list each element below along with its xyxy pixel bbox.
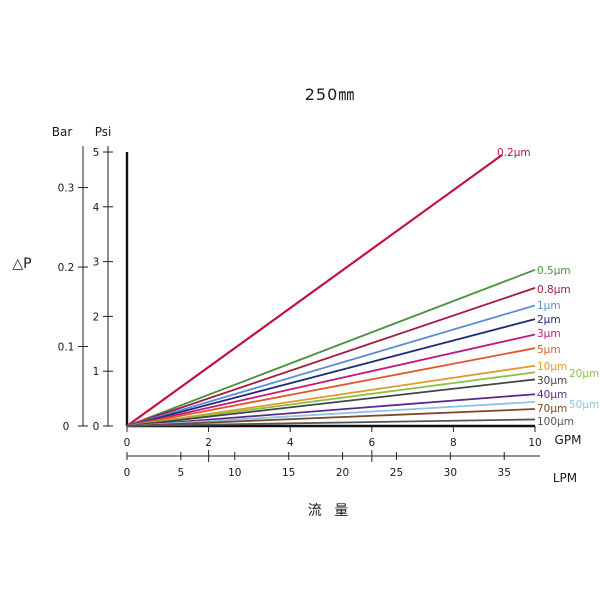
series-line <box>126 333 536 427</box>
series-label: 0.5μm <box>537 265 571 277</box>
gpm-axis-label: GPM <box>555 433 582 447</box>
lpm-tick-label: 20 <box>336 467 349 479</box>
series-line <box>126 153 504 427</box>
lpm-tick-label: 35 <box>498 467 511 479</box>
psi-axis-label: Psi <box>95 125 112 139</box>
series-line <box>126 268 536 427</box>
bar-axis-label: Bar <box>52 125 73 139</box>
gpm-tick-label: 8 <box>450 437 457 449</box>
series-label: 50μm <box>569 399 599 411</box>
x-axis-label: 流 量 <box>308 503 352 519</box>
series-label: 100μm <box>537 416 574 428</box>
psi-tick-label: 4 <box>93 202 100 214</box>
lpm-tick-label: 10 <box>228 467 241 479</box>
series-line <box>126 371 536 427</box>
series-label: 40μm <box>537 389 567 401</box>
series-line <box>126 393 536 427</box>
psi-tick-label: 0 <box>93 421 100 433</box>
psi-tick-label: 1 <box>93 366 100 378</box>
lpm-tick-label: 25 <box>390 467 403 479</box>
series-label: 20μm <box>569 368 599 380</box>
series-line <box>126 418 536 427</box>
psi-tick-label: 2 <box>93 311 100 323</box>
bar-tick-label: 0 <box>63 421 70 433</box>
series-line <box>126 408 536 427</box>
y-axis-label: △P <box>12 256 31 272</box>
bar-tick-label: 0.3 <box>58 183 75 195</box>
gpm-tick-label: 0 <box>124 437 131 449</box>
bar-tick-label: 0.2 <box>58 262 75 274</box>
series-line <box>126 378 536 427</box>
series-label: 30μm <box>537 375 567 387</box>
series-label: 70μm <box>537 403 567 415</box>
series-line <box>126 347 536 427</box>
series-line <box>126 400 536 427</box>
series-label: 10μm <box>537 361 567 373</box>
series-line <box>126 364 536 427</box>
series-label: 3μm <box>537 328 561 340</box>
chart-title: 250㎜ <box>305 85 356 104</box>
lpm-tick-label: 15 <box>282 467 295 479</box>
psi-tick-label: 3 <box>93 257 100 269</box>
series-label: 0.8μm <box>537 284 571 296</box>
gpm-tick-label: 10 <box>528 437 541 449</box>
series-label: 1μm <box>537 300 561 312</box>
lpm-tick-label: 5 <box>178 467 185 479</box>
series-label: 0.2μm <box>497 147 531 159</box>
series-line <box>126 304 536 427</box>
lpm-tick-label: 0 <box>124 467 131 479</box>
series-label: 5μm <box>537 344 561 356</box>
gpm-tick-label: 6 <box>368 437 375 449</box>
series-label: 2μm <box>537 314 561 326</box>
series-group <box>126 153 536 427</box>
series-line <box>126 287 536 427</box>
lpm-axis-label: LPM <box>553 471 577 485</box>
psi-tick-label: 5 <box>93 147 100 159</box>
lpm-tick-label: 30 <box>444 467 457 479</box>
series-line <box>126 318 536 427</box>
gpm-tick-label: 4 <box>287 437 294 449</box>
bar-tick-label: 0.1 <box>58 342 75 354</box>
gpm-tick-label: 2 <box>205 437 212 449</box>
